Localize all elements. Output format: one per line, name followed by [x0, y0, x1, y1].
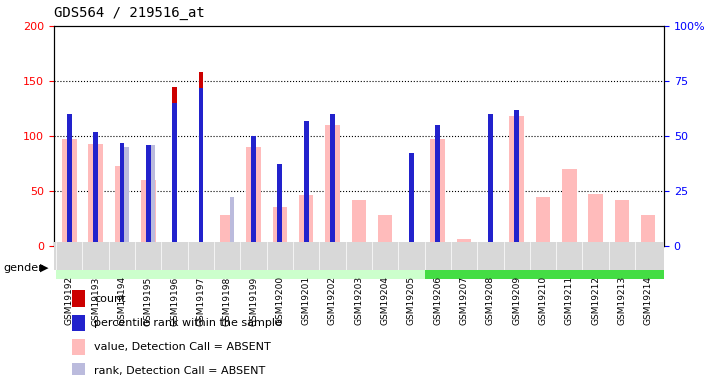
Bar	[172, 87, 177, 246]
Bar	[562, 169, 576, 246]
Bar	[488, 114, 493, 246]
Bar	[488, 130, 493, 246]
Bar	[425, 253, 664, 279]
Bar	[72, 315, 85, 331]
Bar	[72, 363, 85, 375]
Bar	[457, 239, 471, 246]
Bar	[588, 194, 603, 246]
Text: gender: gender	[4, 263, 44, 273]
Bar	[641, 215, 655, 246]
Bar	[94, 132, 98, 246]
Bar	[273, 207, 287, 246]
Bar	[536, 197, 550, 246]
Bar	[303, 121, 308, 246]
Bar	[409, 153, 414, 246]
Bar	[431, 139, 445, 246]
Bar	[141, 180, 156, 246]
Bar	[198, 88, 203, 246]
Bar	[409, 185, 414, 246]
Bar	[246, 147, 261, 246]
Bar	[615, 200, 629, 246]
Bar	[509, 116, 524, 246]
Bar	[146, 145, 151, 246]
Text: male: male	[225, 260, 256, 273]
Bar	[278, 165, 282, 246]
Bar	[251, 136, 256, 246]
Text: female: female	[523, 260, 566, 273]
Bar	[124, 147, 129, 246]
Bar	[62, 139, 76, 246]
Bar	[56, 253, 425, 279]
Bar	[115, 165, 129, 246]
Bar	[172, 103, 177, 246]
Text: ▶: ▶	[40, 263, 49, 273]
Bar	[198, 72, 203, 246]
Text: count: count	[94, 294, 126, 303]
Bar	[436, 125, 440, 246]
Bar	[120, 142, 124, 246]
Bar	[230, 197, 234, 246]
Bar	[299, 195, 313, 246]
Bar	[89, 144, 103, 246]
Bar	[220, 215, 234, 246]
Text: rank, Detection Call = ABSENT: rank, Detection Call = ABSENT	[94, 366, 266, 375]
Bar	[514, 110, 519, 246]
Bar	[72, 339, 85, 355]
Text: value, Detection Call = ABSENT: value, Detection Call = ABSENT	[94, 342, 271, 352]
Bar	[67, 114, 71, 246]
Text: GDS564 / 219516_at: GDS564 / 219516_at	[54, 6, 204, 20]
Bar	[72, 290, 85, 307]
Bar	[351, 200, 366, 246]
Bar	[326, 125, 340, 246]
Bar	[378, 215, 392, 246]
Text: percentile rank within the sample: percentile rank within the sample	[94, 318, 282, 328]
Bar	[151, 145, 156, 246]
Bar	[330, 114, 335, 246]
